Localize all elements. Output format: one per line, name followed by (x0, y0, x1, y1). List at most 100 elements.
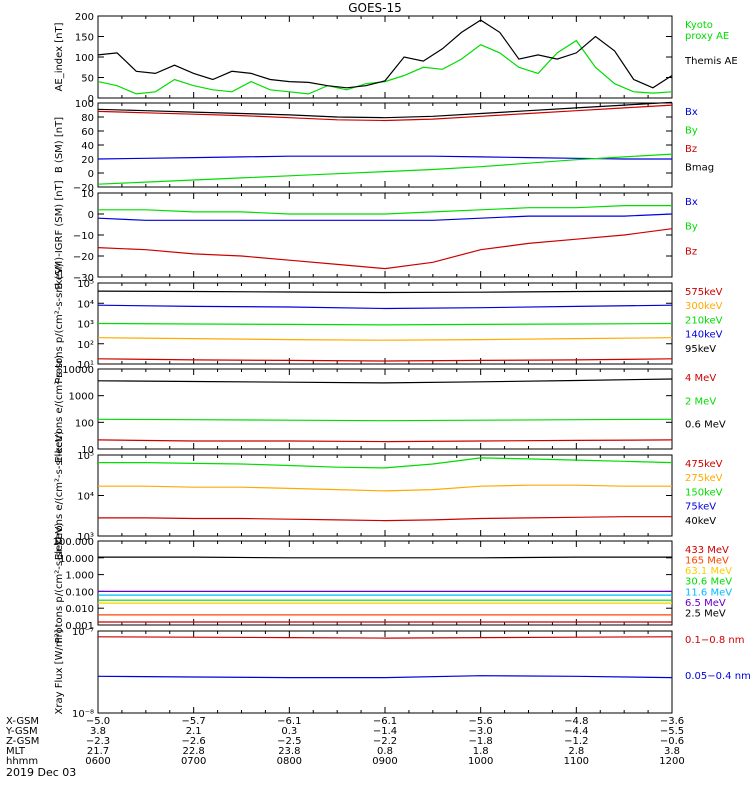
ephemeris-value: 1000 (468, 756, 493, 767)
panel-8: 10⁻⁸ 10⁻⁷ Xray Flux [W/m²] 0.1−0.8 nm 0.05−0… (54, 627, 750, 720)
ephemeris-value: 23.8 (278, 746, 300, 757)
ephemeris-value: 21.7 (87, 746, 109, 757)
series-line-575kev (97, 358, 673, 362)
series-line-bx (97, 213, 673, 221)
legend-label: 0.6 MeV (685, 420, 726, 431)
y-axis-label: Electrons e/(cm²-s-sr) (54, 355, 65, 463)
legend-label: 150keV (685, 487, 723, 498)
y-axis-label: Xray Flux [W/m²] (54, 629, 65, 714)
ephemeris-value: −1.4 (373, 726, 397, 737)
y-tick-label: 80 (81, 113, 94, 124)
panel-frame (97, 192, 673, 278)
panel-7: 0.001 0.010 0.100 1.000 10.000 100.000Protons… (53, 523, 733, 644)
y-axis-label: AE_index [nT] (54, 22, 65, 91)
series-line-0-05-0-4-nm (97, 675, 673, 679)
legend-label: 40keV (685, 516, 716, 527)
y-tick-label: −30 (73, 273, 94, 284)
y-tick-label: 10.000 (59, 554, 94, 565)
y-tick-label: 1.000 (65, 571, 94, 582)
y-tick-label: 10⁵ (77, 451, 94, 462)
y-tick-label: 200 (75, 12, 94, 23)
y-tick-label: 10⁴ (77, 492, 94, 503)
series-line-140kev (97, 304, 673, 310)
legend-label: 95keV (685, 344, 716, 355)
legend-label: 140keV (685, 330, 723, 341)
legend-label: 6.5 MeV (685, 598, 726, 609)
ephemeris-value: −2.3 (86, 736, 110, 747)
ephemeris-value: −4.4 (564, 726, 588, 737)
y-axis-label: Protons p/(cm²-s-sr-keV) (54, 263, 65, 384)
y-tick-label: 0 (88, 94, 94, 105)
y-axis-label: Protons p/(cm²-s-sr-keV) (54, 523, 65, 644)
legend-label: 165 MeV (685, 556, 729, 567)
legend-label: 0.05−0.4 nm (685, 671, 750, 682)
ephemeris-value: 3.8 (664, 746, 680, 757)
panel-frame (97, 630, 673, 714)
series-line-300kev (97, 337, 673, 341)
y-tick-label: 20 (81, 155, 94, 166)
ephemeris-value: −2.5 (277, 736, 301, 747)
y-tick-label: 10⁵ (77, 279, 94, 290)
panel-frame (97, 15, 673, 99)
y-tick-label: 100 (75, 418, 94, 429)
y-axis-label: B (SM)-IGRF (SM) [nT] (54, 180, 65, 289)
y-tick-label: 10 (81, 189, 94, 200)
y-tick-label: −20 (73, 252, 94, 263)
legend-label: Bz (685, 144, 697, 155)
legend-label: 575keV (685, 287, 723, 298)
legend-label: 210keV (685, 315, 723, 326)
ephemeris-value: −6.1 (277, 716, 301, 727)
ephemeris-value: 3.8 (90, 726, 106, 737)
ephemeris-value: 0600 (85, 756, 110, 767)
y-tick-label: 100.000 (53, 537, 94, 548)
legend-label: By (685, 222, 698, 233)
legend-label: 11.6 MeV (685, 587, 732, 598)
ephemeris-value: −1.8 (469, 736, 493, 747)
series-line-2-mev (97, 418, 673, 422)
y-tick-label: 10000 (62, 365, 94, 376)
ephemeris-value: −2.6 (182, 736, 206, 747)
panel-frame (97, 540, 673, 626)
ephemeris-value: −3.6 (660, 716, 684, 727)
series-line-bz (97, 104, 673, 122)
y-tick-label: 60 (81, 127, 94, 138)
ephemeris-value: 0.3 (281, 726, 297, 737)
legend-label: By (685, 126, 698, 137)
legend-label: Bx (685, 107, 698, 118)
series-line-themis-ae (97, 19, 673, 89)
ephemeris-value: 2.1 (186, 726, 202, 737)
ephemeris-value: 1.8 (473, 746, 489, 757)
ephemeris-value: −5.5 (660, 726, 684, 737)
series-line-150kev (98, 457, 673, 469)
legend-label: Bmag (685, 163, 714, 174)
legend-label: 63.1 MeV (685, 566, 732, 577)
y-tick-label: −10 (73, 231, 94, 242)
legend-label: 433 MeV (685, 545, 729, 556)
ephemeris-value: −4.8 (564, 716, 588, 727)
y-tick-label: 10⁻⁸ (72, 709, 94, 720)
ephemeris-row-label: hhmm (6, 756, 38, 767)
ephemeris-value: 0900 (372, 756, 397, 767)
legend-label: Kyoto (685, 20, 713, 31)
ephemeris-value: 22.8 (183, 746, 205, 757)
ephemeris-row-label: X-GSM (6, 716, 39, 727)
y-tick-label: 10¹ (77, 360, 94, 371)
legend-label: Themis AE (684, 56, 738, 67)
ephemeris-value: 0700 (181, 756, 206, 767)
y-tick-label: 10³ (77, 320, 94, 331)
ephemeris-value: −3.0 (469, 726, 493, 737)
panel-frame (97, 102, 673, 188)
y-axis-label: B (SM) [nT] (54, 117, 65, 173)
ephemeris-value: 1100 (564, 756, 589, 767)
ephemeris-value: −5.0 (86, 716, 110, 727)
y-tick-label: 40 (81, 141, 94, 152)
y-tick-label: −20 (73, 183, 94, 194)
y-tick-label: 10² (77, 340, 94, 351)
legend-label: Bz (685, 246, 697, 257)
panel-frame (97, 454, 673, 537)
legend-label: 30.6 MeV (685, 577, 732, 588)
